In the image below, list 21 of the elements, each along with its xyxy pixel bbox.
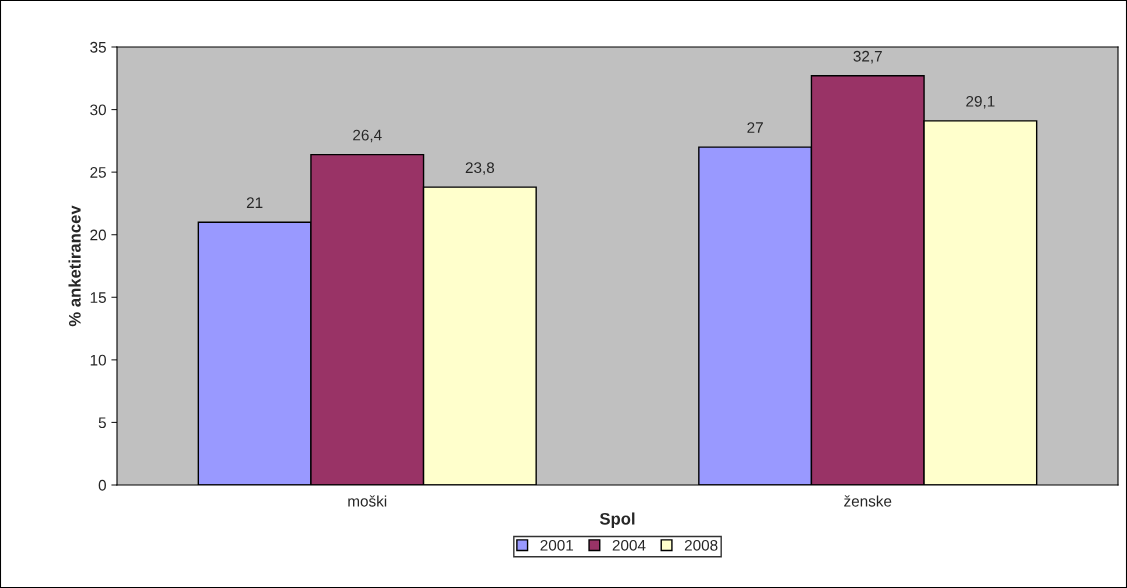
y-tick-label: 20 [90, 229, 106, 241]
y-tick-label: 15 [90, 292, 106, 303]
y-tick-label: 10 [90, 354, 106, 366]
y-tick-label: 35 [90, 41, 106, 53]
legend-label: 2008 [684, 539, 718, 551]
data-label: 27 [747, 122, 763, 133]
y-tick-label: 30 [90, 104, 106, 116]
y-tick-label: 25 [90, 167, 106, 178]
legend-label: 2001 [540, 539, 574, 551]
y-tick-label: 0 [98, 479, 106, 491]
data-label: 32,7 [853, 50, 882, 64]
data-label: 21 [246, 197, 263, 208]
x-axis-title: Spol [599, 512, 635, 528]
y-axis-title: % anketirancev [68, 205, 81, 327]
x-tick-label: moški [348, 495, 387, 507]
x-tick-label: ženske [844, 495, 892, 507]
y-tick-label: 5 [98, 417, 106, 429]
data-label: 23,8 [465, 162, 495, 175]
data-label: 26,4 [353, 129, 382, 143]
data-label: 29,1 [966, 95, 995, 109]
legend-label: 2004 [612, 539, 646, 551]
